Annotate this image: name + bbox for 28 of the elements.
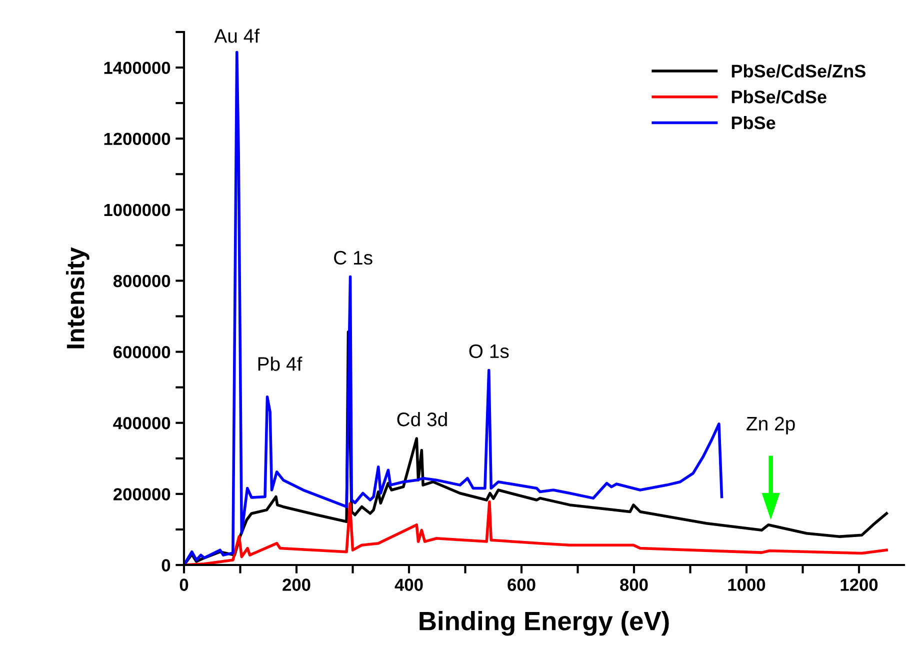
x-tick-label: 800 (620, 578, 648, 591)
line-series (184, 50, 724, 565)
annotation: C 1s (334, 250, 372, 265)
y-tick-label: 0 (162, 559, 170, 572)
annotation: Pb 4f (258, 356, 302, 371)
y-tick-label: 400000 (113, 417, 170, 430)
x-tick-label: 0 (180, 578, 188, 591)
y-tick-label: 1000000 (104, 204, 170, 216)
x-tick-label: 400 (394, 578, 423, 591)
y-tick-label: 200000 (113, 488, 170, 500)
y-tick-label: 800000 (113, 274, 170, 288)
annotation: Zn 2p (746, 416, 795, 434)
x-tick-label: 200 (282, 578, 310, 591)
legend-label: PbSe/CdSe/ZnS (732, 64, 866, 78)
annotation: Cd 3d (397, 412, 447, 426)
legend-label: PbSe (732, 116, 776, 130)
legend-label: PbSe/CdSe (732, 90, 826, 104)
y-tick-label: 600000 (114, 346, 170, 358)
x-axis-title: Binding Energy (eV) (420, 611, 669, 636)
x-tick-label: 1200 (840, 578, 878, 591)
y-axis-title: Intensity (66, 247, 90, 348)
y-tick-label: 1400000 (104, 62, 170, 74)
x-tick-label: 600 (508, 578, 536, 591)
y-tick-label: 1200000 (104, 132, 170, 146)
line-series (184, 500, 888, 565)
annotation: O 1s (469, 344, 509, 358)
annotation: Au 4f (214, 28, 260, 43)
x-tick-label: 1000 (728, 578, 766, 591)
